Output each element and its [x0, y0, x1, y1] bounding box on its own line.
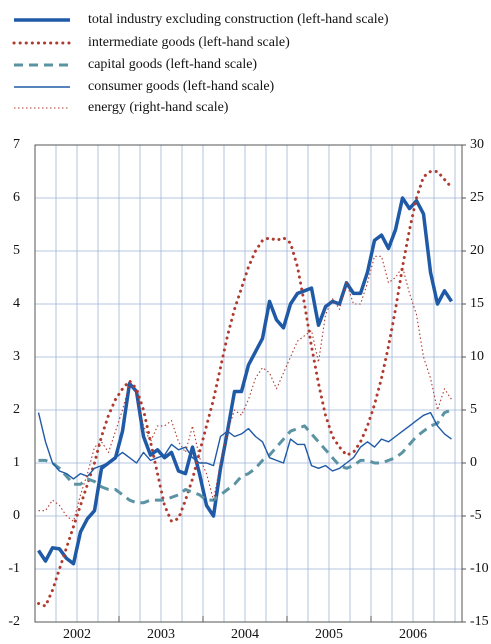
- series-line: [37, 170, 453, 608]
- y2-tick-label: -5: [470, 508, 482, 523]
- y-tick-label: 7: [13, 137, 20, 152]
- y-tick-label: 6: [13, 190, 20, 205]
- y2-tick-label: 15: [470, 296, 484, 311]
- legend-label: intermediate goods (left-hand scale): [88, 35, 290, 50]
- y-tick-label: 1: [13, 455, 20, 470]
- y2-tick-label: 25: [470, 190, 484, 205]
- y2-tick-label: 0: [470, 455, 477, 470]
- plot-frame: [34, 144, 463, 623]
- y2-tick-label: 5: [470, 402, 477, 417]
- y2-tick-label: 30: [470, 137, 484, 152]
- y2-tick-label: -10: [470, 561, 489, 576]
- y-tick-label: 0: [13, 508, 20, 523]
- y-tick-label: 3: [13, 349, 20, 364]
- legend-label: energy (right-hand scale): [88, 100, 229, 115]
- x-tick-label: 2002: [63, 627, 91, 642]
- series-line: [37, 411, 452, 480]
- series-line: [38, 408, 453, 505]
- y-tick-label: -2: [8, 614, 20, 629]
- y2-tick-label: -15: [470, 614, 489, 629]
- x-tick-label: 2004: [231, 627, 259, 642]
- legend-label: capital goods (left-hand scale): [88, 57, 257, 72]
- y-tick-label: 2: [13, 402, 20, 417]
- y-tick-label: -1: [8, 561, 20, 576]
- y-tick-label: 5: [13, 243, 20, 258]
- legend-label: total industry excluding construction (l…: [88, 12, 389, 27]
- legend-label: consumer goods (left-hand scale): [88, 79, 275, 94]
- x-tick-label: 2006: [399, 627, 427, 642]
- y2-tick-label: 20: [470, 243, 484, 258]
- y2-tick-label: 10: [470, 349, 484, 364]
- x-tick-label: 2005: [315, 627, 343, 642]
- x-tick-label: 2003: [147, 627, 175, 642]
- y-tick-label: 4: [13, 296, 20, 311]
